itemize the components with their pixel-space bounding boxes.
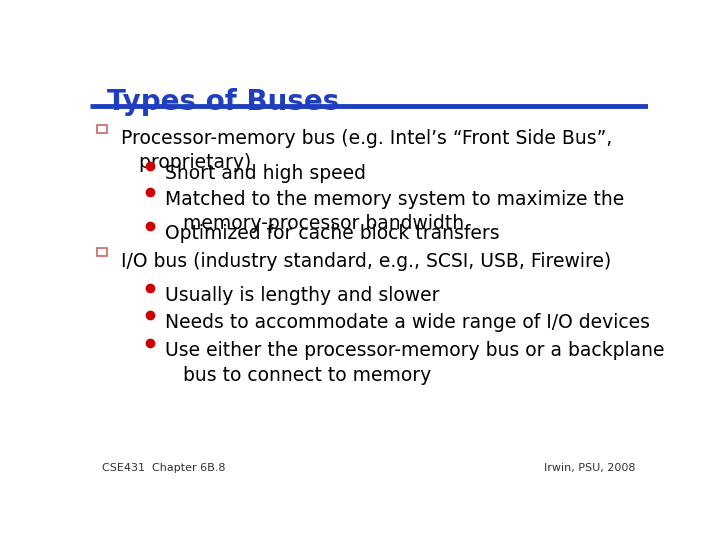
- Text: CSE431  Chapter 6B.8: CSE431 Chapter 6B.8: [102, 463, 226, 473]
- Text: Irwin, PSU, 2008: Irwin, PSU, 2008: [544, 463, 636, 473]
- Text: Types of Buses: Types of Buses: [107, 87, 339, 116]
- FancyBboxPatch shape: [97, 248, 107, 256]
- Text: Use either the processor-memory bus or a backplane
   bus to connect to memory: Use either the processor-memory bus or a…: [166, 341, 665, 384]
- Text: Optimized for cache block transfers: Optimized for cache block transfers: [166, 224, 500, 242]
- FancyBboxPatch shape: [97, 125, 107, 133]
- Text: Matched to the memory system to maximize the
   memory-processor bandwidth: Matched to the memory system to maximize…: [166, 190, 624, 233]
- Text: Processor-memory bus (e.g. Intel’s “Front Side Bus”,
   proprietary): Processor-memory bus (e.g. Intel’s “Fron…: [121, 129, 612, 172]
- Text: Short and high speed: Short and high speed: [166, 164, 366, 183]
- Text: I/O bus (industry standard, e.g., SCSI, USB, Firewire): I/O bus (industry standard, e.g., SCSI, …: [121, 252, 611, 271]
- Text: Needs to accommodate a wide range of I/O devices: Needs to accommodate a wide range of I/O…: [166, 313, 650, 332]
- Text: Usually is lengthy and slower: Usually is lengthy and slower: [166, 286, 440, 305]
